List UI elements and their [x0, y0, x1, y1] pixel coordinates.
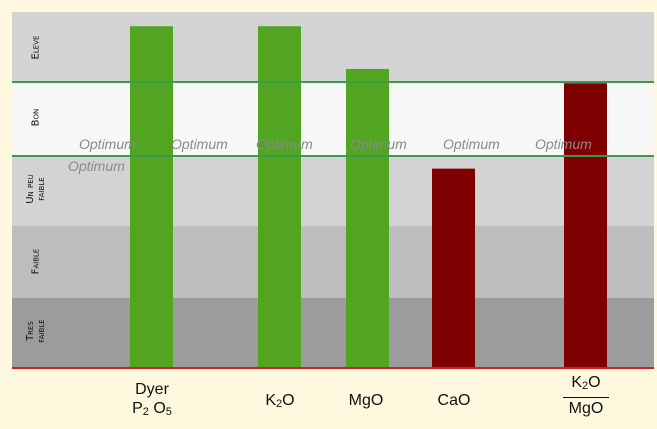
- optimum-label-7: Optimum: [535, 136, 592, 152]
- optimum-label-2: Optimum: [68, 158, 125, 174]
- band-label-tres-faible: Tres faible: [25, 319, 47, 343]
- band-un-peu-faible: [12, 156, 654, 226]
- band-label-bon: Bon: [30, 108, 42, 127]
- band-label-un-peu-faible: Un peu faible: [25, 174, 47, 204]
- bar-k2o-mgo: [564, 83, 607, 368]
- band-bon: [12, 82, 654, 156]
- xlabel-k2o: K2O: [265, 392, 295, 410]
- bar-cao: [432, 168, 475, 368]
- band-faible: [12, 226, 654, 298]
- optimum-label-6: Optimum: [443, 136, 500, 152]
- bar-k2o: [258, 26, 301, 369]
- bar-mgo: [346, 68, 389, 369]
- bar-dyer-p2o5: [130, 26, 173, 369]
- band-label-eleve: Eleve: [30, 35, 42, 60]
- threshold-lines: [12, 81, 654, 369]
- fraction-bar: [563, 397, 609, 398]
- xlabel-cao: CaO: [437, 392, 471, 409]
- optimum-label-4: Optimum: [256, 136, 313, 152]
- xlabel-dyer-p2o5: Dyer P2 O5: [132, 381, 172, 418]
- bars-group: [130, 26, 607, 369]
- optimum-label-5: Optimum: [350, 136, 407, 152]
- band-label-faible: Faible: [30, 248, 42, 275]
- xlabel-k2o-mgo-ratio: K2O MgO: [556, 373, 616, 418]
- optimum-label-1: Optimum: [79, 136, 136, 152]
- band-tres-faible: [12, 298, 654, 368]
- xlabel-mgo: MgO: [348, 392, 384, 409]
- band-eleve: [12, 12, 654, 82]
- optimum-label-3: Optimum: [171, 136, 228, 152]
- rating-bands: [12, 12, 654, 368]
